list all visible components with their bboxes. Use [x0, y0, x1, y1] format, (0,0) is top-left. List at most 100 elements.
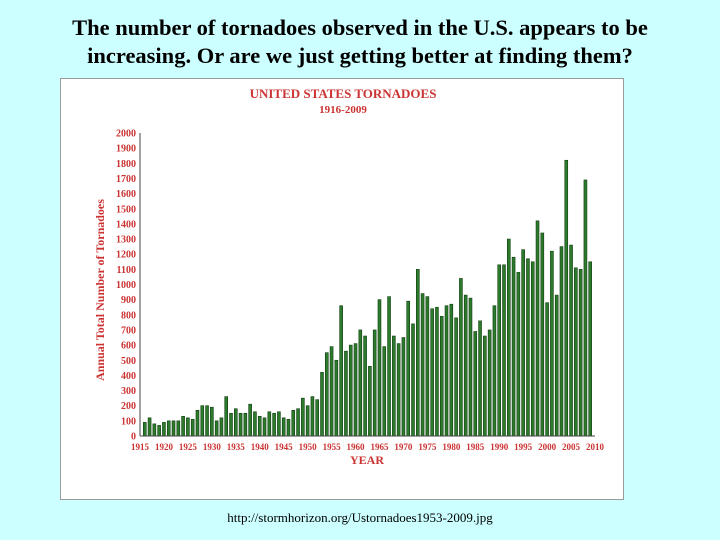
bar-1988 [487, 329, 492, 437]
image-source-caption: http://stormhorizon.org/Ustornadoes1953-… [227, 510, 493, 525]
x-tick-label: 2000 [538, 442, 557, 452]
bar-1998 [535, 220, 540, 437]
x-tick-label: 1950 [299, 442, 318, 452]
bar-1926 [190, 419, 195, 437]
y-tick-label: 1800 [116, 159, 136, 170]
y-axis-label: Annual Total Number of Tornadoes [93, 199, 107, 381]
bar-1932 [219, 417, 224, 437]
bar-1947 [291, 409, 296, 437]
bar-1974 [420, 293, 425, 437]
bar-2003 [559, 246, 564, 437]
slide-title: The number of tornadoes observed in the … [0, 14, 720, 70]
bar-1950 [305, 405, 310, 437]
bar-1990 [497, 264, 502, 437]
y-tick-label: 300 [121, 386, 136, 397]
bar-2006 [574, 267, 578, 437]
x-tick-label: 1995 [514, 442, 533, 452]
bar-1945 [281, 417, 286, 437]
bar-1984 [468, 297, 473, 437]
x-tick-label: 1945 [275, 442, 294, 452]
bar-1948 [296, 408, 300, 437]
x-tick-label: 1925 [179, 442, 198, 452]
tornado-bar-chart: UNITED STATES TORNADOES 1916-2009 Annual… [93, 86, 605, 467]
bar-1939 [253, 411, 257, 437]
bar-1944 [277, 411, 281, 437]
chart-figure: UNITED STATES TORNADOES 1916-2009 Annual… [60, 78, 624, 500]
bar-1979 [444, 305, 449, 437]
bar-1965 [377, 299, 382, 437]
bar-1971 [406, 300, 411, 437]
bar-1993 [511, 256, 516, 437]
bar-1924 [181, 416, 185, 437]
x-tick-label: 1915 [131, 442, 150, 452]
bar-series [143, 159, 592, 437]
bar-1976 [430, 308, 434, 437]
bar-1923 [176, 420, 181, 437]
y-tick-label: 0 [131, 432, 136, 443]
bar-2007 [578, 269, 583, 437]
bar-1940 [257, 416, 262, 437]
bar-2001 [550, 250, 554, 437]
bar-1968 [392, 335, 396, 437]
bar-1966 [382, 346, 387, 437]
y-tick-label: 1500 [116, 204, 136, 215]
bar-1928 [200, 405, 205, 437]
bar-1964 [372, 329, 377, 437]
x-tick-label: 1920 [155, 442, 174, 452]
bar-1941 [262, 417, 267, 437]
bar-1917 [147, 417, 152, 437]
bar-2004 [564, 159, 569, 437]
bar-1960 [353, 343, 358, 437]
bar-1969 [396, 343, 401, 437]
bar-1963 [368, 366, 372, 437]
y-tick-label: 1600 [116, 189, 136, 200]
chart-title: UNITED STATES TORNADOES [250, 86, 437, 101]
bar-1956 [334, 359, 339, 437]
bar-1989 [492, 305, 497, 437]
bar-1987 [483, 335, 487, 437]
x-tick-labels: 1915 1920 1925 1930 1935 1940 1945 1950 1955 1960… [131, 442, 605, 452]
bar-1958 [344, 350, 348, 437]
bar-1934 [229, 412, 233, 437]
bar-1936 [238, 412, 243, 437]
bar-1982 [459, 278, 463, 437]
bar-1918 [152, 423, 157, 437]
bar-1977 [435, 306, 439, 437]
bar-1925 [186, 417, 190, 437]
bar-1935 [234, 408, 238, 437]
bar-2002 [554, 294, 559, 437]
y-tick-label: 500 [121, 356, 136, 367]
bar-2008 [583, 179, 588, 437]
x-tick-label: 2010 [586, 442, 605, 452]
bar-1951 [310, 396, 315, 437]
x-tick-label: 1940 [251, 442, 270, 452]
y-tick-label: 1200 [116, 250, 136, 261]
bar-1997 [530, 261, 535, 437]
bar-1919 [157, 425, 161, 437]
bar-1921 [166, 420, 171, 437]
bar-1938 [248, 403, 252, 437]
bar-1981 [454, 317, 458, 437]
y-tick-label: 1400 [116, 219, 136, 230]
bar-1975 [425, 296, 430, 437]
bar-1961 [358, 329, 363, 437]
bar-2009 [588, 261, 592, 437]
y-tick-label: 1900 [116, 144, 136, 155]
y-tick-label: 700 [121, 325, 136, 336]
y-tick-label: 800 [121, 310, 136, 321]
bar-1962 [363, 335, 367, 437]
chart-subtitle: 1916-2009 [319, 104, 367, 116]
x-tick-label: 1935 [227, 442, 246, 452]
y-tick-label: 600 [121, 341, 136, 352]
y-tick-labels: 0 100 200 300 400 500 600 700 800 900 1000 1100 1200… [116, 129, 136, 443]
bar-1986 [478, 320, 482, 437]
y-tick-label: 1100 [117, 265, 136, 276]
bar-1922 [171, 420, 176, 437]
y-tick-label: 400 [121, 371, 136, 382]
x-tick-label: 1990 [490, 442, 509, 452]
y-tick-label: 1300 [116, 235, 136, 246]
x-tick-label: 1985 [466, 442, 485, 452]
bar-1954 [324, 352, 329, 437]
bar-1931 [214, 420, 219, 437]
bar-1943 [272, 412, 276, 437]
